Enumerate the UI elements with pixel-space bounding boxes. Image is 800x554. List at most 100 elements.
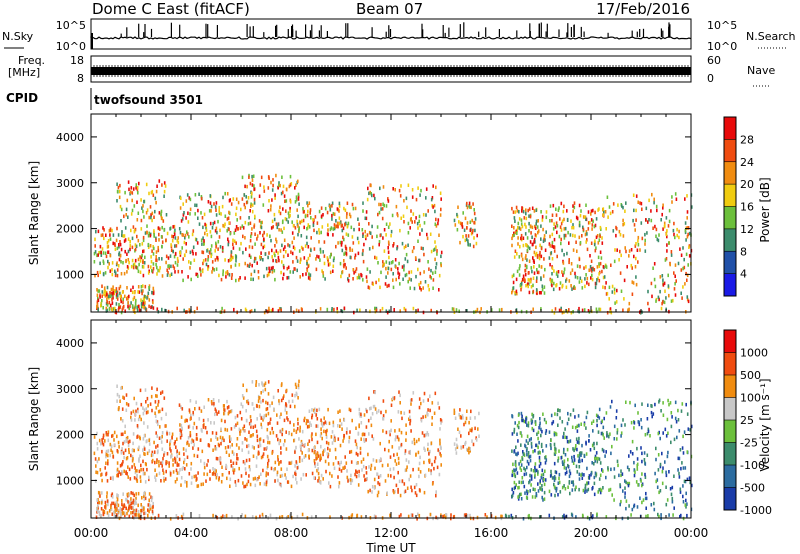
- echo-point: [102, 261, 105, 265]
- echo-point: [516, 228, 518, 233]
- echo-point: [435, 490, 437, 494]
- echo-point: [413, 246, 415, 250]
- echo-point: [255, 455, 258, 460]
- echo-point: [529, 240, 532, 244]
- echo-point: [161, 464, 163, 468]
- echo-point: [561, 420, 564, 424]
- echo-point: [310, 434, 313, 438]
- echo-point: [569, 271, 572, 276]
- echo-point: [338, 201, 341, 206]
- echo-point: [466, 205, 469, 210]
- echo-point: [332, 258, 335, 263]
- echo-point: [338, 467, 341, 471]
- echo-point: [349, 408, 352, 413]
- echo-point: [383, 203, 385, 208]
- echo-point: [339, 418, 341, 423]
- echo-point: [597, 490, 599, 494]
- echo-point: [530, 285, 533, 289]
- echo-point: [691, 483, 693, 488]
- echo-point: [430, 197, 433, 202]
- echo-point: [534, 420, 537, 424]
- echo-point: [533, 265, 535, 269]
- echo-point: [517, 425, 520, 430]
- echo-point: [117, 233, 120, 237]
- echo-point: [285, 250, 287, 254]
- echo-point: [290, 461, 292, 465]
- echo-point: [522, 243, 525, 248]
- echo-point: [363, 437, 365, 442]
- echo-point: [403, 268, 405, 272]
- echo-point: [418, 488, 421, 492]
- echo-point: [128, 493, 131, 497]
- echo-point: [678, 235, 680, 240]
- echo-point: [648, 307, 650, 312]
- noise-left-tick-top: 10^5: [56, 19, 86, 32]
- echo-point: [258, 475, 260, 479]
- echo-point: [382, 236, 384, 240]
- echo-point: [376, 472, 379, 477]
- echo-point: [313, 459, 316, 463]
- echo-point: [668, 208, 671, 213]
- echo-point: [338, 204, 341, 208]
- echo-point: [345, 246, 347, 251]
- echo-point: [417, 267, 419, 272]
- echo-point: [578, 235, 581, 240]
- echo-point: [147, 410, 149, 414]
- echo-point: [109, 453, 111, 458]
- echo-point: [133, 463, 136, 467]
- echo-point: [119, 506, 122, 511]
- echo-point: [398, 390, 400, 394]
- echo-point: [192, 446, 194, 450]
- echo-point: [469, 220, 472, 224]
- echo-point: [280, 191, 283, 196]
- echo-point: [469, 447, 471, 451]
- echo-point: [125, 497, 127, 502]
- echo-point: [354, 472, 356, 477]
- echo-point: [276, 472, 278, 477]
- echo-point: [560, 306, 562, 311]
- echo-point: [135, 409, 137, 413]
- echo-point: [109, 253, 112, 258]
- echo-point: [300, 245, 303, 250]
- echo-point: [137, 211, 140, 215]
- echo-point: [527, 424, 530, 428]
- echo-point: [114, 510, 116, 514]
- echo-point: [575, 444, 577, 448]
- echo-point: [339, 443, 342, 448]
- echo-point: [217, 247, 219, 251]
- echo-point: [422, 286, 424, 290]
- echo-point: [382, 414, 385, 418]
- echo-point: [102, 511, 105, 516]
- echo-point: [232, 238, 234, 243]
- echo-point: [468, 201, 471, 206]
- echo-point: [429, 274, 431, 279]
- echo-point: [260, 242, 263, 247]
- echo-point: [197, 471, 199, 475]
- echo-point: [636, 248, 639, 252]
- echo-point: [172, 458, 174, 462]
- echo-point: [599, 461, 602, 465]
- echo-point: [161, 407, 164, 412]
- echo-point: [641, 402, 643, 406]
- echo-point: [511, 449, 513, 453]
- echo-point: [281, 220, 284, 225]
- echo-point: [581, 443, 583, 448]
- echo-point: [244, 461, 246, 466]
- echo-point: [122, 492, 124, 496]
- echo-point: [383, 228, 386, 232]
- echo-point: [192, 426, 194, 430]
- echo-point: [645, 496, 648, 501]
- echo-point: [120, 219, 122, 223]
- echo-point: [138, 262, 140, 267]
- echo-point: [625, 201, 627, 205]
- echo-point: [528, 290, 531, 295]
- echo-point: [599, 234, 601, 238]
- echo-point: [531, 419, 534, 424]
- echo-point: [286, 266, 289, 271]
- echo-point: [572, 223, 574, 227]
- echo-point: [678, 229, 680, 234]
- echo-point: [128, 187, 130, 192]
- echo-point: [601, 269, 603, 274]
- echo-point: [166, 432, 168, 436]
- echo-point: [136, 305, 138, 310]
